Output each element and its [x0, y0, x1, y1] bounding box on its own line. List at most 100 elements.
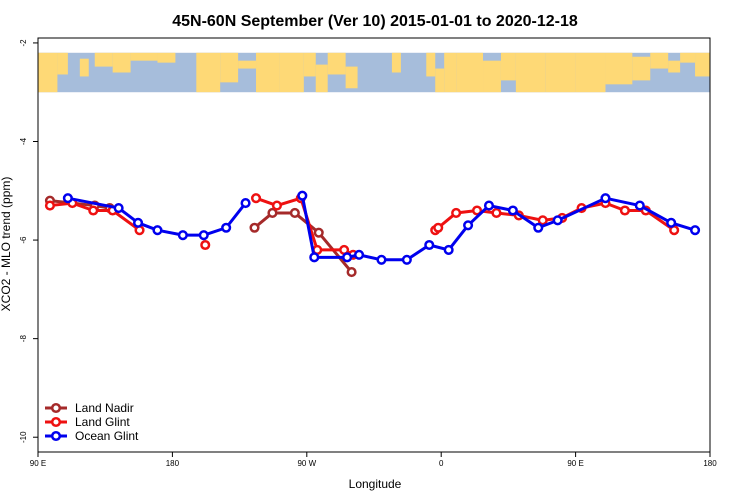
data-point [44, 200, 55, 211]
data-point [177, 230, 188, 241]
map-land-block [695, 52, 710, 77]
data-point [463, 220, 474, 231]
data-point [424, 239, 435, 251]
series-line [253, 211, 353, 274]
map-land-block [303, 52, 316, 77]
map-land-block [500, 52, 516, 81]
legend-item-land-nadir: Land Nadir [45, 401, 134, 415]
data-point [491, 207, 502, 219]
y-tick-label: -4 [19, 137, 28, 145]
data-point [690, 225, 701, 236]
data-point [198, 230, 209, 241]
map-land-block [238, 60, 257, 69]
legend-label-ocean-glint: Ocean Glint [75, 429, 139, 443]
map-land-block [391, 52, 401, 73]
data-point [533, 222, 544, 233]
data-point [309, 252, 320, 263]
map-land-block [605, 52, 633, 85]
x-tick-label: 90 E [30, 459, 46, 468]
legend-label-land-nadir: Land Nadir [75, 401, 134, 415]
data-point [354, 249, 365, 260]
data-point [250, 193, 262, 204]
x-tick-label: 90 E [567, 459, 583, 468]
map-land-block [196, 52, 221, 93]
map-land-block [435, 68, 445, 93]
map-land-block [315, 64, 328, 93]
data-point [451, 207, 462, 219]
x-tick-label: 0 [439, 459, 444, 468]
data-point [401, 254, 412, 265]
data-point [88, 205, 99, 216]
data-point [313, 227, 324, 238]
map-land-block [444, 52, 457, 93]
y-tick-label: -8 [19, 335, 28, 343]
y-tick-label: -10 [19, 431, 28, 443]
y-axis-label: XCO2 - MLO trend (ppm) [0, 177, 13, 312]
map-land-block [130, 52, 158, 61]
data-point [342, 252, 353, 263]
data-point [443, 244, 454, 255]
axis-ticks: 90 E 180 90 W 0 90 E 180 -2 -4 -6 -8 -10 [19, 39, 717, 468]
map-land-block [157, 52, 176, 63]
map-land-block [256, 52, 280, 93]
x-tick-label: 180 [166, 459, 180, 468]
data-point [240, 198, 251, 209]
map-land-block [220, 52, 239, 83]
map-land-block [79, 58, 89, 77]
y-tick-label: -2 [19, 39, 28, 47]
map-strip [38, 52, 710, 93]
data-point [376, 254, 387, 265]
map-land-block [456, 52, 484, 93]
map-land-block [650, 52, 669, 69]
data-point [271, 200, 282, 211]
data-point [249, 222, 260, 233]
data-point [289, 207, 300, 219]
map-land-block [94, 52, 113, 67]
legend-item-ocean-glint: Ocean Glint [45, 429, 139, 443]
map-land-block [680, 52, 696, 63]
map-land-block [515, 52, 546, 93]
map-land-block [632, 56, 651, 81]
data-point [297, 190, 308, 201]
data-point [152, 225, 163, 236]
data-point [483, 200, 495, 211]
y-tick-label: -6 [19, 236, 28, 244]
data-point [200, 239, 211, 251]
series-layer [44, 190, 701, 278]
map-land-block [575, 52, 606, 93]
map-land-block [38, 52, 58, 93]
data-point [507, 205, 518, 216]
series-ocean-glint [62, 190, 701, 265]
data-point [133, 217, 144, 228]
map-land-block [426, 52, 436, 77]
data-point [666, 217, 677, 228]
data-point [600, 193, 611, 204]
x-tick-label: 90 W [297, 459, 316, 468]
map-land-block [545, 52, 576, 93]
data-point [221, 222, 232, 233]
map-land [38, 52, 710, 93]
map-land-block [668, 60, 681, 73]
data-point [471, 205, 483, 216]
legend: Land Nadir Land Glint Ocean Glint [45, 401, 139, 443]
data-point [433, 222, 444, 233]
data-point [113, 202, 124, 214]
map-land-block [57, 52, 68, 75]
chart-title: 45N-60N September (Ver 10) 2015-01-01 to… [172, 13, 578, 30]
data-point [619, 205, 630, 216]
x-tick-label: 180 [703, 459, 717, 468]
x-axis-label: Longitude [349, 477, 402, 491]
legend-label-land-glint: Land Glint [75, 415, 130, 429]
plot-frame [37, 37, 711, 453]
data-point [552, 215, 563, 226]
data-point [267, 207, 278, 219]
map-land-block [327, 52, 346, 75]
map-land-block [279, 52, 304, 93]
data-point [537, 215, 548, 226]
data-point [346, 267, 357, 278]
legend-item-land-glint: Land Glint [45, 415, 130, 429]
data-point [634, 200, 645, 211]
data-point [62, 193, 73, 204]
map-land-block [345, 66, 358, 89]
